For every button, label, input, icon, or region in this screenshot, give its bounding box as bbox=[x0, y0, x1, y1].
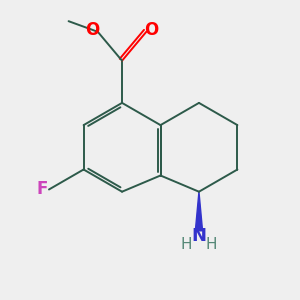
Text: F: F bbox=[37, 181, 48, 199]
Text: O: O bbox=[145, 21, 159, 39]
Text: H: H bbox=[206, 237, 217, 252]
Text: N: N bbox=[191, 227, 206, 245]
Polygon shape bbox=[195, 192, 203, 231]
Text: H: H bbox=[181, 237, 192, 252]
Text: O: O bbox=[85, 21, 100, 39]
